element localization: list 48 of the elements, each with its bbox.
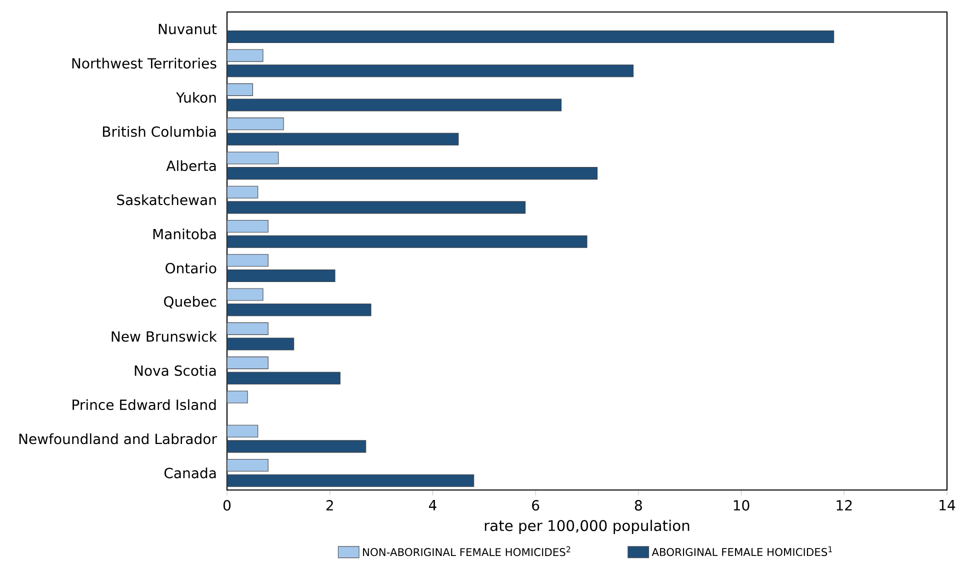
y-tick-label: Quebec bbox=[164, 296, 216, 308]
bar bbox=[227, 118, 284, 130]
bar bbox=[227, 356, 268, 370]
x-tick-label: 14 bbox=[940, 500, 956, 510]
bar bbox=[227, 474, 474, 487]
y-tick-label: Nuvanut bbox=[158, 24, 217, 34]
bar bbox=[227, 220, 268, 233]
bar bbox=[227, 269, 336, 282]
bar bbox=[227, 83, 253, 96]
y-tick-label: Manitoba bbox=[153, 228, 216, 240]
bar bbox=[227, 372, 340, 384]
x-tick-label: 8 bbox=[634, 500, 642, 511]
bar bbox=[227, 458, 268, 472]
y-tick-label: Prince Edward Island bbox=[72, 399, 216, 410]
bar bbox=[227, 235, 588, 248]
x-tick-label: 4 bbox=[428, 500, 436, 510]
y-tick-label: Alberta bbox=[166, 160, 216, 172]
y-tick-label: Nova Scotia bbox=[134, 365, 216, 376]
bar bbox=[227, 440, 366, 453]
y-tick-label: British Columbia bbox=[103, 126, 216, 137]
x-tick-label: 6 bbox=[532, 500, 540, 511]
bar bbox=[227, 304, 372, 316]
bar bbox=[227, 254, 268, 267]
bar bbox=[227, 167, 598, 180]
y-tick-label: Saskatchewan bbox=[117, 194, 216, 206]
x-tick-label: 0 bbox=[223, 500, 231, 511]
bar bbox=[227, 64, 634, 78]
x-axis-title: rate per 100,000 population bbox=[484, 520, 690, 534]
y-tick-label: Canada bbox=[164, 468, 216, 478]
y-tick-label: New Brunswick bbox=[112, 330, 217, 342]
y-tick-label: Yukon bbox=[176, 92, 216, 103]
bar bbox=[227, 338, 294, 350]
bar bbox=[227, 30, 834, 44]
y-tick-label: Ontario bbox=[166, 262, 216, 274]
bar bbox=[227, 424, 258, 438]
x-tick-label: 12 bbox=[836, 500, 852, 510]
legend-label: NON-ABORIGINAL FEMALE HOMICIDES$^{2}$ bbox=[363, 546, 570, 556]
bar bbox=[227, 152, 279, 164]
x-tick-label: 10 bbox=[734, 500, 750, 511]
bar bbox=[227, 98, 562, 112]
bar bbox=[227, 201, 526, 214]
x-tick-label: 2 bbox=[326, 500, 333, 510]
legend-label: ABORIGINAL FEMALE HOMICIDES$^{1}$ bbox=[652, 546, 832, 556]
bar bbox=[227, 132, 459, 146]
y-tick-label: Newfoundland and Labrador bbox=[19, 433, 217, 444]
bar bbox=[227, 322, 268, 335]
bar bbox=[227, 186, 258, 198]
y-tick-label: Northwest Territories bbox=[72, 58, 216, 69]
